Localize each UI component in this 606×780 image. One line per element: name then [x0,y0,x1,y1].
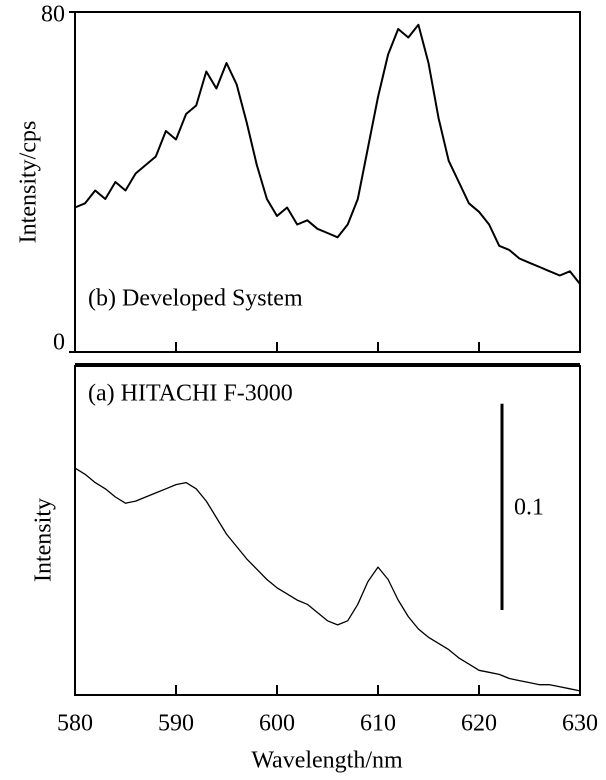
x-tick-label: 580 [57,711,93,737]
top-frame [74,11,581,353]
x-tick-label: 600 [259,711,295,737]
y-tick-label: 80 [41,2,65,28]
data-line [74,467,581,692]
x-tick-label: 630 [562,711,598,737]
y-axis-label: Intensity [31,498,57,582]
annotation: (a) HITACHI F-3000 [88,381,293,407]
x-axis-label: Wavelength/nm [251,748,403,774]
annotation: (b) Developed System [88,286,303,312]
scale-bar-label: 0.1 [514,494,544,520]
data-line [74,23,581,285]
y-axis-label: Intensity/cps [16,121,42,244]
y-tick-label: 0 [53,330,65,356]
x-tick-label: 620 [461,711,497,737]
bottom-frame [74,365,581,696]
x-tick-label: 610 [360,711,396,737]
x-tick-label: 590 [158,711,194,737]
